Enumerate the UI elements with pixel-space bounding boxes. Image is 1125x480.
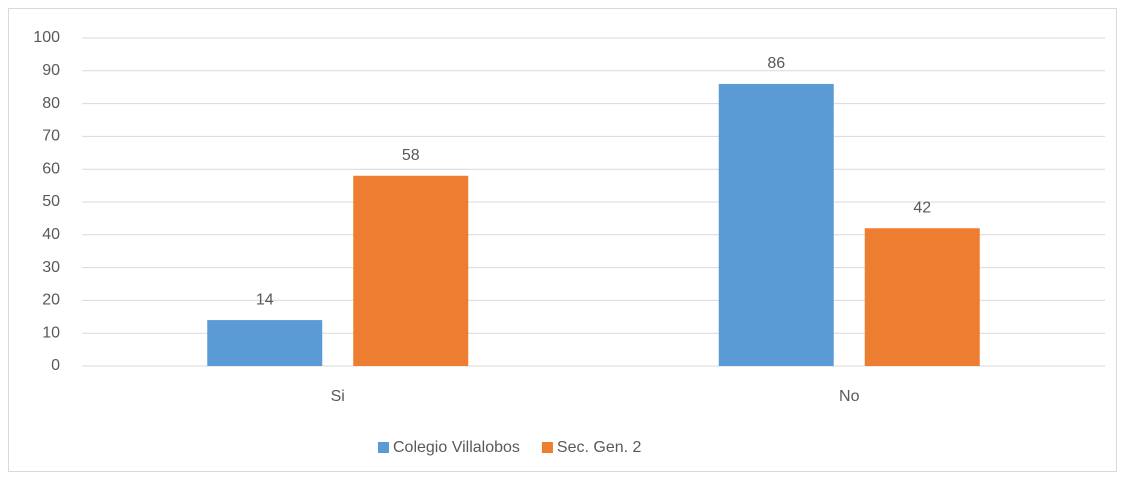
x-tick-label: Si [331, 388, 345, 405]
y-tick-label: 80 [42, 95, 60, 112]
y-tick-label: 50 [42, 193, 60, 210]
y-tick-label: 0 [51, 357, 60, 374]
legend-label: Sec. Gen. 2 [557, 439, 642, 456]
y-tick-label: 100 [33, 29, 60, 46]
data-label: 42 [913, 199, 931, 216]
legend-label: Colegio Villalobos [393, 439, 520, 456]
data-label: 58 [402, 147, 420, 164]
y-tick-label: 90 [42, 62, 60, 79]
data-label: 86 [767, 55, 785, 72]
bar [353, 175, 469, 366]
bar [207, 320, 323, 366]
legend-swatch [541, 442, 553, 453]
y-tick-label: 30 [42, 259, 60, 276]
bar [718, 83, 834, 367]
data-label: 14 [256, 291, 274, 308]
y-tick-label: 40 [42, 226, 60, 243]
legend-swatch [378, 442, 389, 453]
x-tick-label: No [839, 388, 860, 405]
y-tick-label: 20 [42, 292, 60, 309]
y-tick-label: 10 [42, 324, 60, 341]
y-tick-label: 60 [42, 160, 60, 177]
y-tick-label: 70 [42, 128, 60, 145]
bar [864, 228, 980, 366]
